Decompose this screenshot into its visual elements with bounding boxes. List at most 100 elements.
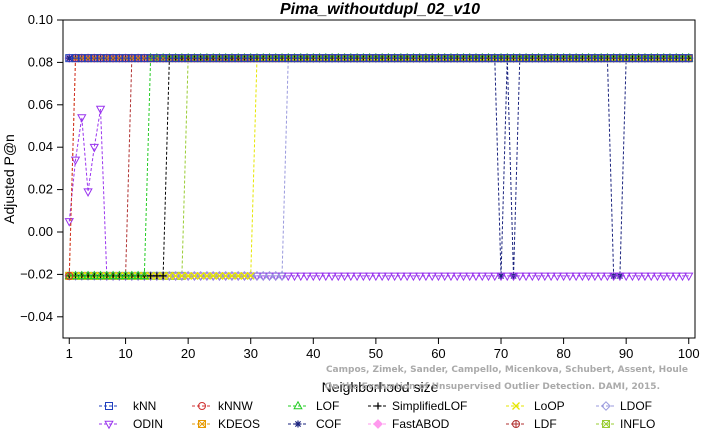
data-point-odin xyxy=(577,272,588,282)
data-point-knn xyxy=(202,54,211,63)
x-tick-label: 90 xyxy=(619,346,633,361)
series-ldof xyxy=(64,53,694,281)
x-tick-label: 70 xyxy=(494,346,508,361)
data-point-lof xyxy=(152,52,162,62)
data-point-knn xyxy=(653,54,662,63)
series-line-inflo xyxy=(69,57,689,277)
data-point-knn xyxy=(547,54,556,63)
data-point-odin xyxy=(77,114,87,123)
data-point-knn xyxy=(409,54,418,63)
data-point-simplifiedlof xyxy=(147,272,155,280)
data-point-knn xyxy=(171,54,180,63)
series-lof xyxy=(64,52,694,280)
data-point-odin xyxy=(640,272,650,282)
data-point-odin xyxy=(565,272,575,282)
data-point-knn xyxy=(384,54,393,63)
data-point-knn xyxy=(134,54,143,63)
data-point-loop xyxy=(209,271,218,280)
data-point-lof xyxy=(314,52,325,62)
data-point-lof xyxy=(496,52,506,62)
data-point-knn xyxy=(127,54,136,63)
data-point-lof xyxy=(108,270,118,280)
data-point-odin xyxy=(471,272,481,282)
data-point-odin xyxy=(252,272,262,282)
data-point-knn xyxy=(484,54,493,63)
data-point-knn xyxy=(390,54,399,63)
data-point-lof xyxy=(220,52,231,62)
data-point-knn xyxy=(509,54,518,63)
data-point-loop xyxy=(190,271,199,280)
data-point-loop xyxy=(184,271,193,280)
series-line-odin xyxy=(68,108,689,277)
data-point-odin xyxy=(246,272,256,282)
data-point-simplifiedlof xyxy=(153,272,161,280)
legend-label: kNNW xyxy=(218,399,253,413)
data-point-knn xyxy=(678,54,687,63)
data-point-knn xyxy=(371,54,380,63)
data-point-lof xyxy=(102,270,112,280)
chart-title: Pima_withoutdupl_02_v10 xyxy=(280,1,480,18)
data-point-knn xyxy=(321,54,330,63)
data-point-odin xyxy=(95,105,106,115)
data-point-lof xyxy=(433,52,444,62)
data-point-odin xyxy=(214,272,225,282)
data-point-knn xyxy=(622,54,631,63)
data-point-cof xyxy=(65,54,73,62)
data-point-lof xyxy=(646,52,656,62)
data-point-odin xyxy=(502,272,512,282)
x-tick-label: 1 xyxy=(66,346,73,361)
data-point-odin xyxy=(533,272,544,282)
data-point-knn xyxy=(446,54,455,63)
data-point-loop xyxy=(177,271,186,280)
data-point-lof xyxy=(427,52,437,62)
data-point-knn xyxy=(102,54,111,63)
data-point-odin xyxy=(371,272,381,282)
data-point-lof xyxy=(665,52,675,62)
data-point-odin xyxy=(684,272,694,282)
legend-marker xyxy=(374,402,382,410)
data-point-odin xyxy=(552,272,563,282)
data-point-odin xyxy=(164,272,175,282)
x-tick-label: 40 xyxy=(306,346,320,361)
data-point-loop xyxy=(196,271,205,280)
data-point-knn xyxy=(165,54,174,63)
data-point-knn xyxy=(290,54,299,63)
data-point-odin xyxy=(308,272,318,282)
series-knnw xyxy=(65,54,693,280)
data-point-odin xyxy=(333,272,344,282)
x-axis-label: Neighborhood size xyxy=(322,379,439,395)
data-point-knn xyxy=(665,54,674,63)
data-point-loop xyxy=(165,271,174,280)
data-point-lof xyxy=(339,52,350,62)
data-point-lof xyxy=(371,52,381,62)
data-point-knn xyxy=(184,54,193,63)
y-axis: −0.04 −0.02 0.00 0.02 0.04 0.06 0.08 0.10 xyxy=(20,12,63,324)
legend-label: kNN xyxy=(133,399,156,413)
data-point-lof xyxy=(659,52,669,62)
data-point-lof xyxy=(414,52,425,62)
data-point-odin xyxy=(383,272,394,282)
data-point-knn xyxy=(684,54,693,63)
legend-item-inflo: INFLO xyxy=(596,417,655,431)
y-tick-label: 0.08 xyxy=(28,54,53,69)
legend-label: LOF xyxy=(316,399,339,413)
data-point-lof xyxy=(302,52,312,62)
data-point-knn xyxy=(478,54,487,63)
data-point-knn xyxy=(234,54,243,63)
data-point-odin xyxy=(558,272,569,282)
data-point-odin xyxy=(183,272,193,282)
legend-label: KDEOS xyxy=(218,417,260,431)
data-point-odin xyxy=(608,272,619,282)
data-point-odin xyxy=(233,272,243,282)
data-point-knn xyxy=(271,54,280,63)
data-point-odin xyxy=(258,272,268,282)
data-point-odin xyxy=(433,272,444,282)
data-point-knn xyxy=(640,54,649,63)
data-point-cof xyxy=(497,272,505,280)
data-point-lof xyxy=(333,52,344,62)
data-point-odin xyxy=(490,272,500,282)
data-point-lof xyxy=(289,52,300,62)
data-point-knn xyxy=(503,54,512,63)
data-point-odin xyxy=(427,272,437,282)
series-simplifiedlof xyxy=(65,54,693,280)
